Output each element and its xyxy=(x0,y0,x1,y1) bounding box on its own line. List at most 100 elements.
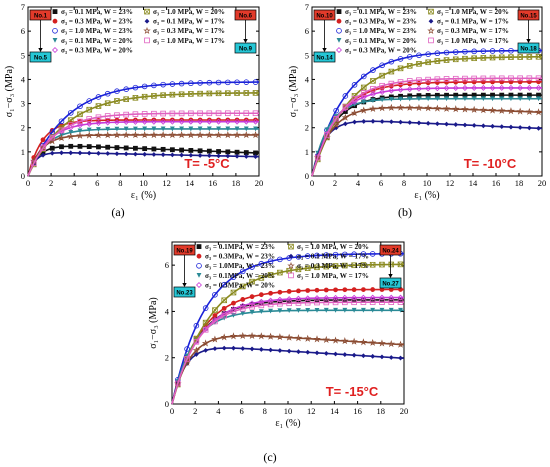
legend-label: σ₃ = 0.1 MPa, W = 17% xyxy=(437,18,509,26)
boxx-frame xyxy=(114,98,120,104)
data-point xyxy=(234,126,240,132)
boxx-frame xyxy=(443,57,450,63)
boxx-cross xyxy=(360,262,367,268)
data-point xyxy=(206,90,213,97)
data-point xyxy=(323,299,330,306)
tag-arrowhead xyxy=(182,283,187,287)
data-point xyxy=(174,380,181,387)
data-point xyxy=(351,307,357,313)
data-point xyxy=(378,104,386,112)
y-tick-label: 0 xyxy=(305,171,309,181)
data-point xyxy=(206,110,213,117)
data-point xyxy=(215,79,222,86)
data-point xyxy=(295,295,302,302)
data-point xyxy=(225,149,231,155)
boxx-cross xyxy=(443,57,450,63)
y-tick-label: 1 xyxy=(21,147,25,157)
data-point xyxy=(188,91,194,97)
boxx-frame xyxy=(221,297,228,304)
panel-caption: (a) xyxy=(111,205,124,219)
x-tick-label: 20 xyxy=(400,406,409,416)
boxx-cross xyxy=(160,92,166,98)
boxx-cross xyxy=(434,58,440,64)
data-point xyxy=(240,311,246,316)
panel-caption: (b) xyxy=(398,205,412,219)
data-point xyxy=(240,297,246,302)
sample-tag: No.5 xyxy=(29,51,52,63)
boxx-frame xyxy=(379,261,385,268)
data-point xyxy=(131,131,140,139)
data-point xyxy=(507,107,515,115)
data-point xyxy=(425,85,432,92)
boxx-frame xyxy=(351,262,357,269)
data-point xyxy=(425,93,431,98)
boxx-frame xyxy=(197,90,203,97)
x-tick-label: 2 xyxy=(333,178,337,188)
data-point xyxy=(85,131,93,139)
y-tick-label: 5 xyxy=(305,50,309,60)
legend-label: σ₃ = 1.0 MPa, W = 23% xyxy=(345,27,417,35)
boxx-cross xyxy=(425,59,431,65)
sample-tag: No.15 xyxy=(517,9,540,21)
x-tick-label: 2 xyxy=(49,178,53,188)
legend-item: σ₃ = 0.1MPa, W = 20% xyxy=(196,272,275,280)
data-point xyxy=(151,82,157,89)
tag-arrowhead xyxy=(243,39,248,43)
data-point xyxy=(324,132,330,138)
y-tick-label: 4 xyxy=(305,74,310,84)
data-point xyxy=(443,49,450,56)
data-point xyxy=(285,333,293,341)
boxx-cross xyxy=(252,90,259,96)
data-point xyxy=(203,347,209,353)
data-point xyxy=(314,307,320,313)
data-point xyxy=(361,99,367,105)
boxx-cross xyxy=(379,73,385,79)
boxx-cross xyxy=(105,100,111,106)
data-point xyxy=(489,54,496,61)
data-point xyxy=(76,131,84,139)
data-point xyxy=(140,131,149,139)
data-point xyxy=(296,308,301,313)
data-point xyxy=(104,100,111,107)
data-point xyxy=(197,153,203,158)
boxx-frame xyxy=(141,93,148,100)
data-point xyxy=(453,96,459,102)
sample-tag: No.23 xyxy=(173,286,196,298)
x-tick-label: 6 xyxy=(379,178,383,188)
series-line xyxy=(171,301,405,405)
x-tick-label: 0 xyxy=(310,178,314,188)
data-point xyxy=(508,79,514,85)
data-point xyxy=(452,49,459,55)
legend: σ₃ = 0.1 MPa, W = 23% σ₃ = 0.3 MPa, W = 2… xyxy=(52,8,225,54)
data-point xyxy=(499,124,505,130)
legend-label: σ₃ = 0.1MPa, W = 20% xyxy=(205,272,275,280)
data-point xyxy=(160,92,166,98)
data-point xyxy=(314,252,320,259)
boxx-frame xyxy=(77,111,83,118)
data-point xyxy=(249,303,255,310)
data-point xyxy=(295,254,302,260)
legend-marker xyxy=(336,18,342,24)
data-point xyxy=(212,318,218,325)
data-point xyxy=(462,96,468,102)
data-point xyxy=(221,305,227,311)
series-7 xyxy=(171,345,405,405)
data-point xyxy=(286,289,292,294)
data-point xyxy=(490,92,495,98)
boxx-cross xyxy=(95,103,102,109)
data-point xyxy=(489,84,496,91)
data-point xyxy=(416,61,422,67)
data-point xyxy=(462,92,468,98)
x-axis-label: ε₁ (%) xyxy=(414,190,439,201)
x-axis-label: ε₁ (%) xyxy=(131,190,156,201)
data-point xyxy=(212,307,218,313)
data-point xyxy=(397,56,404,62)
data-point xyxy=(225,126,231,132)
boxx-cross xyxy=(397,261,404,268)
legend-item: σ₃ = 0.1 MPa, W = 17% xyxy=(428,18,509,26)
x-tick-label: 8 xyxy=(402,178,406,188)
data-point xyxy=(323,263,330,270)
boxx-cross xyxy=(230,289,237,296)
data-point xyxy=(490,79,495,85)
data-point xyxy=(296,288,301,294)
